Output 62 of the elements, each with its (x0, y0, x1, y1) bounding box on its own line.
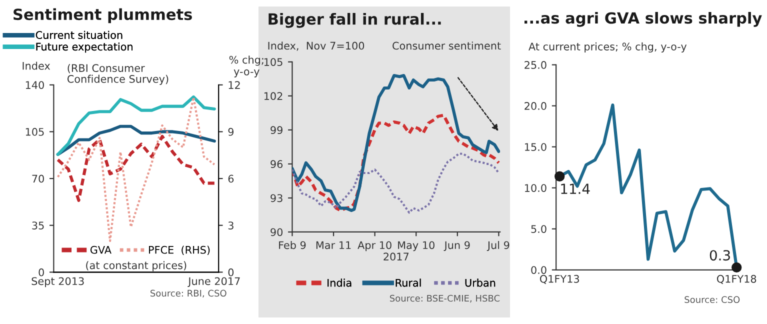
legend-label: Current situation (36, 30, 122, 39)
legend-label: Urban (465, 278, 496, 287)
x-tick-label: Apr 10 (358, 241, 392, 252)
annotation: (at constant prices) (86, 261, 186, 272)
source-note: Source: RBI, CSO (150, 290, 226, 298)
legend-label: Rural (396, 278, 421, 287)
chart-title: Bigger fall in rural... (268, 12, 441, 28)
chart-subtitle: At current prices; % chg, y-o-y (528, 42, 687, 52)
chart-title: ...as agri GVA slows sharply (524, 12, 762, 27)
x-tick-label: Jul 9 (486, 241, 510, 252)
legend-label: Future expectation (36, 42, 132, 53)
y2-tick-label: 6 (228, 174, 234, 183)
y-tick-label: 0 (38, 268, 44, 276)
y2-tick-label: 0 (228, 268, 234, 276)
y-tick-label: 35 (32, 222, 44, 230)
x-tick-label: Sept 2013 (32, 277, 84, 288)
y2-tick-label: 12 (228, 81, 240, 89)
y-axis-title: Index, Nov 7=100 (268, 42, 364, 51)
y-tick-label: 96 (270, 160, 283, 168)
x-tick-label: June 2017 (188, 277, 240, 288)
line-series (56, 96, 216, 242)
x-tick-label: Mar 11 (316, 241, 351, 250)
line-series (292, 74, 500, 212)
y-axis-title: Index (22, 62, 50, 70)
y-tick-label: 70 (32, 174, 44, 183)
line-series (292, 152, 500, 214)
data-label: 11.4 (561, 184, 590, 194)
legend-label: GVA (90, 246, 112, 254)
chart-title: Sentiment plummets (14, 8, 192, 24)
line-series (56, 95, 216, 156)
y-tick-label: 93 (270, 194, 282, 202)
source-note: Source: CSO (684, 296, 740, 304)
y-tick-label: 140 (26, 81, 44, 89)
data-label: 0.3 (710, 250, 730, 261)
x-tick-label: Q1FY18 (716, 274, 756, 284)
legend-label: India (328, 278, 352, 287)
source-note: Source: BSE-CMIE, HSBC (390, 294, 500, 303)
y-tick-label: 5.0 (531, 225, 546, 233)
y-tick-label: 20.0 (524, 102, 546, 110)
y-tick-label: 10.0 (525, 184, 546, 192)
y-tick-label: 90 (270, 228, 283, 236)
x-tick-label: Jun 9 (444, 241, 470, 252)
y2-tick-label: 3 (228, 222, 234, 230)
x-axis-title: 2017 (384, 252, 409, 261)
y-tick-label: 105 (26, 128, 44, 136)
annotation: (RBI Consumer Confidence Survey) (67, 64, 168, 85)
legend-label: PFCE (RHS) (149, 246, 210, 256)
line-series (56, 134, 216, 202)
y-tick-label: 105 (264, 58, 282, 66)
chart-subtitle: Consumer sentiment (392, 42, 501, 50)
y-tick-label: 102 (264, 92, 282, 100)
x-tick-label: May 10 (398, 241, 434, 252)
line-series (292, 114, 500, 212)
y-tick-label: 99 (270, 126, 282, 134)
y-tick-label: 15.0 (525, 143, 546, 151)
y2-tick-label: 9 (228, 128, 234, 136)
x-tick-label: Q1FY13 (540, 274, 579, 284)
y-tick-label: 25.0 (524, 61, 546, 69)
x-tick-label: Feb 9 (279, 241, 306, 250)
line-series (56, 124, 216, 156)
y2-axis-title: % chg; y-o-y (229, 56, 264, 78)
y-tick-label: 0.0 (531, 266, 546, 274)
